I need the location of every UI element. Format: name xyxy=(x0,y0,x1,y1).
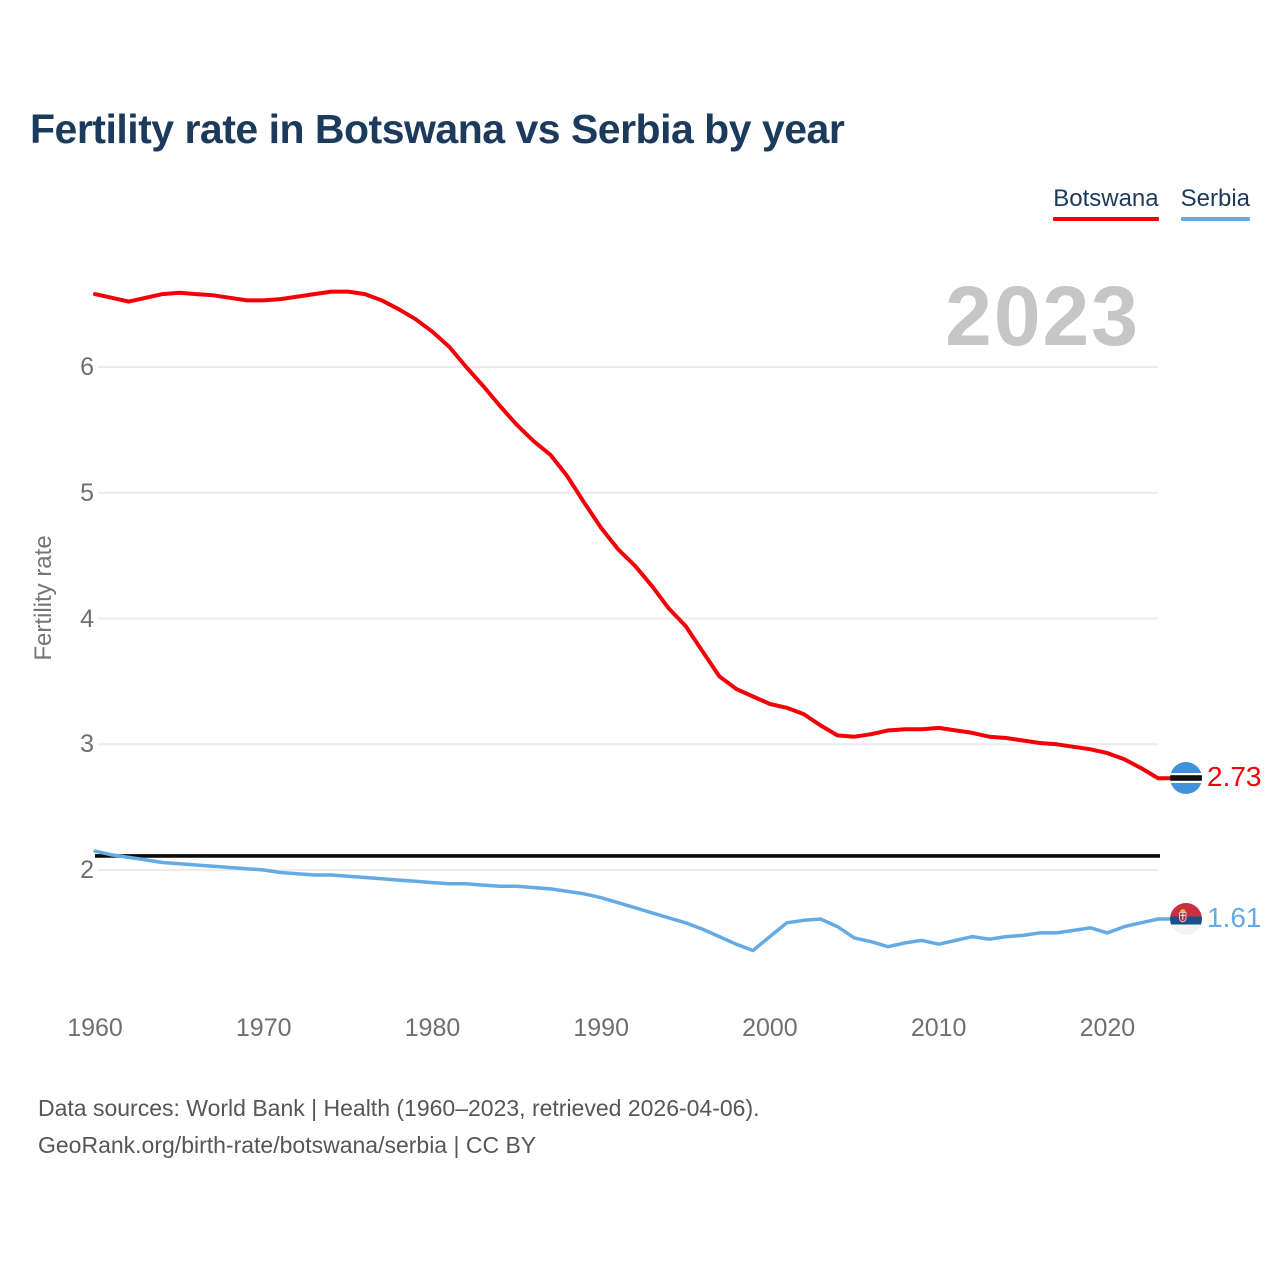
gridlines xyxy=(98,366,1158,871)
botswana-end-value: 2.73 xyxy=(1207,761,1262,793)
y-tick-label-6: 6 xyxy=(80,353,94,381)
serbia-end-value: 1.61 xyxy=(1207,902,1262,934)
y-tick-label-4: 4 xyxy=(80,604,94,633)
legend-item-serbia[interactable]: Serbia xyxy=(1180,185,1250,221)
legend-color-bar-botswana xyxy=(1053,217,1159,221)
legend-item-botswana[interactable]: Botswana xyxy=(1053,185,1159,221)
legend: Botswana Serbia xyxy=(1053,185,1250,221)
legend-label-botswana: Botswana xyxy=(1053,185,1159,212)
x-tick-label-1980: 1980 xyxy=(404,1014,461,1042)
legend-color-bar-serbia xyxy=(1180,217,1250,221)
y-tick-label-2: 2 xyxy=(80,856,94,884)
serbia-flag-icon xyxy=(1170,903,1202,936)
x-tick-label-1970: 1970 xyxy=(235,1014,292,1042)
y-tick-label-3: 3 xyxy=(80,730,94,759)
legend-label-serbia: Serbia xyxy=(1180,185,1250,212)
y-axis-title: Fertility rate xyxy=(30,535,57,661)
botswana-series-line xyxy=(93,289,1173,781)
x-tick-label-2000: 2000 xyxy=(742,1014,798,1042)
footer-attribution: GeoRank.org/birth-rate/botswana/serbia |… xyxy=(38,1132,537,1158)
page-title: Fertility rate in Botswana vs Serbia by … xyxy=(30,106,845,152)
botswana-flag-icon xyxy=(1170,762,1202,795)
footer-data-sources: Data sources: World Bank | Health (1960–… xyxy=(38,1095,760,1121)
y-tick-label-5: 5 xyxy=(80,478,94,507)
x-tick-label-1990: 1990 xyxy=(573,1014,629,1042)
x-tick-label-2020: 2020 xyxy=(1079,1014,1136,1042)
x-tick-label-1960: 1960 xyxy=(67,1014,123,1042)
watermark-year: 2023 xyxy=(945,269,1140,363)
footer: Data sources: World Bank | Health (1960–… xyxy=(38,1090,1138,1164)
x-tick-label-2010: 2010 xyxy=(910,1014,967,1042)
serbia-series-line xyxy=(93,849,1173,953)
